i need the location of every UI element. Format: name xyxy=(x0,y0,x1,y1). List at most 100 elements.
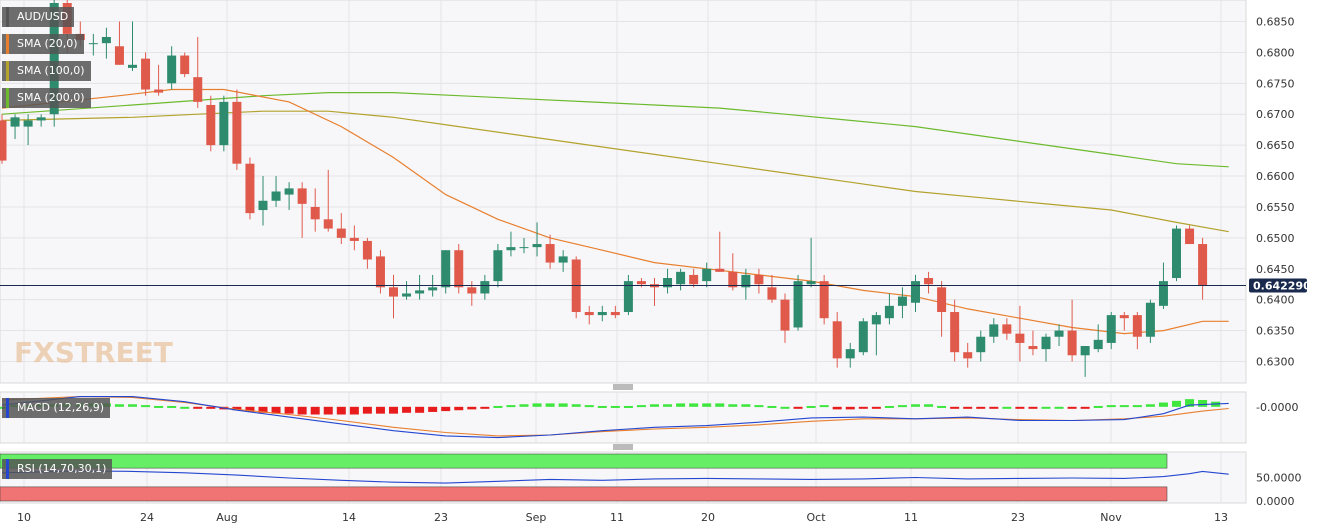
macd-panel xyxy=(0,391,1247,444)
legend-sma200[interactable]: SMA (200,0) xyxy=(2,88,91,108)
macd-histogram-bar xyxy=(493,405,503,408)
macd-histogram-bar xyxy=(754,405,764,408)
x-tick-label: 24 xyxy=(140,511,154,524)
candle-body xyxy=(10,117,20,127)
main-y-tick-label: 0.6700 xyxy=(1256,108,1295,121)
candle-body xyxy=(845,349,855,359)
macd-histogram-bar xyxy=(1093,405,1103,408)
x-tick-label: Oct xyxy=(806,511,826,524)
legend-sma20[interactable]: SMA (20,0) xyxy=(2,34,84,54)
candle-body xyxy=(924,278,934,285)
candle-body xyxy=(232,101,242,164)
macd-histogram-bar xyxy=(597,405,607,408)
candle-body xyxy=(402,293,412,297)
candle-body xyxy=(1145,302,1155,337)
candle-body xyxy=(871,315,881,325)
pane-resize-handle-2[interactable] xyxy=(613,444,633,450)
macd-histogram-bar xyxy=(558,403,568,407)
main-y-tick-label: 0.6500 xyxy=(1256,232,1295,245)
candle-body xyxy=(1067,330,1077,356)
legend-symbol-label: AUD/USD xyxy=(17,10,69,23)
rsi-line xyxy=(1,470,1229,484)
x-tick-label: 10 xyxy=(17,511,31,524)
price-tag-background xyxy=(1249,278,1307,293)
legend-symbol[interactable]: AUD/USD xyxy=(2,7,75,27)
pane-resize-handle-1[interactable] xyxy=(613,384,633,390)
macd-histogram-bar xyxy=(858,406,868,409)
candle-body xyxy=(1015,333,1025,343)
candle-body xyxy=(989,324,999,337)
candle-body xyxy=(467,287,477,294)
macd-histogram-bar xyxy=(128,404,137,407)
macd-histogram-bar xyxy=(989,406,999,409)
macd-histogram-bar xyxy=(375,406,385,414)
candle-body xyxy=(284,188,294,195)
candle-body xyxy=(1185,228,1195,245)
legend-sma200-label: SMA (200,0) xyxy=(17,91,85,104)
macd-histogram-bar xyxy=(1028,406,1038,409)
macd-histogram-bar xyxy=(1198,399,1208,407)
candle-body xyxy=(689,274,699,285)
candle-body xyxy=(976,336,986,353)
candle-body xyxy=(480,281,490,294)
main-y-tick-label: 0.6850 xyxy=(1256,16,1295,29)
main-y-tick-label: 0.6650 xyxy=(1256,139,1295,152)
candle-body xyxy=(167,55,177,84)
candle-body xyxy=(911,281,920,303)
x-tick-label: 20 xyxy=(701,511,715,524)
macd-histogram-bar xyxy=(676,403,686,407)
legend-macd[interactable]: MACD (12,26,9) xyxy=(2,398,111,418)
macd-y-tick-label: -0.0000 xyxy=(1256,401,1298,414)
sma-100-path xyxy=(1,110,1229,233)
candle-body xyxy=(180,55,190,75)
macd-histogram-bar xyxy=(937,405,947,408)
rsi-y-axis: 50.0000 0.0000 xyxy=(1256,472,1302,509)
legend-rsi[interactable]: RSI (14,70,30,1) xyxy=(2,459,113,479)
rsi-path xyxy=(1,470,1229,484)
macd-histogram-bar xyxy=(976,406,986,409)
candle-body xyxy=(950,312,960,353)
candle-body xyxy=(819,281,829,319)
macd-histogram-bar xyxy=(402,406,412,413)
candle-body xyxy=(271,191,281,201)
macd-histogram-bar xyxy=(297,406,307,415)
candle-body xyxy=(49,3,59,115)
main-y-tick-label: 0.6550 xyxy=(1256,201,1295,214)
candle-body xyxy=(545,244,555,263)
macd-histogram-bar xyxy=(963,406,973,409)
macd-histogram-bar xyxy=(323,406,333,415)
macd-histogram-bar xyxy=(506,405,516,408)
candle-body xyxy=(884,305,894,319)
legend-sma100[interactable]: SMA (100,0) xyxy=(2,61,91,81)
candle-body xyxy=(1028,346,1038,350)
x-tick-label: 11 xyxy=(610,511,624,524)
sma-20-path xyxy=(1,88,1229,335)
macd-histogram-bar xyxy=(284,406,294,414)
candle-body xyxy=(415,290,425,294)
macd-histogram-bar xyxy=(519,404,529,407)
macd-histogram-bar xyxy=(897,405,907,408)
macd-histogram-bar xyxy=(702,403,712,407)
candle-body xyxy=(23,120,33,127)
current-price-tag: 0.642290 xyxy=(1249,278,1311,293)
price-tag-text: 0.642290 xyxy=(1253,280,1311,293)
candle-body xyxy=(0,120,7,161)
candle-body xyxy=(493,250,503,282)
candle-body xyxy=(336,228,346,238)
macd-histogram-bar xyxy=(1080,406,1090,409)
legend-sma100-label: SMA (100,0) xyxy=(17,64,85,77)
candle-body xyxy=(702,268,712,282)
x-tick-label: 14 xyxy=(342,511,356,524)
x-tick-label: Nov xyxy=(1100,511,1122,524)
candle-body xyxy=(1054,330,1064,337)
macd-histogram-bar xyxy=(232,406,242,411)
candle-body xyxy=(676,271,686,285)
main-plot-area xyxy=(0,0,1247,384)
candle-body xyxy=(441,250,451,288)
macd-histogram-bar xyxy=(206,406,216,409)
macd-histogram-bar xyxy=(428,406,438,412)
macd-histogram-bar xyxy=(571,404,581,407)
macd-histogram-bar xyxy=(141,405,151,408)
macd-histogram-bar xyxy=(362,406,372,414)
